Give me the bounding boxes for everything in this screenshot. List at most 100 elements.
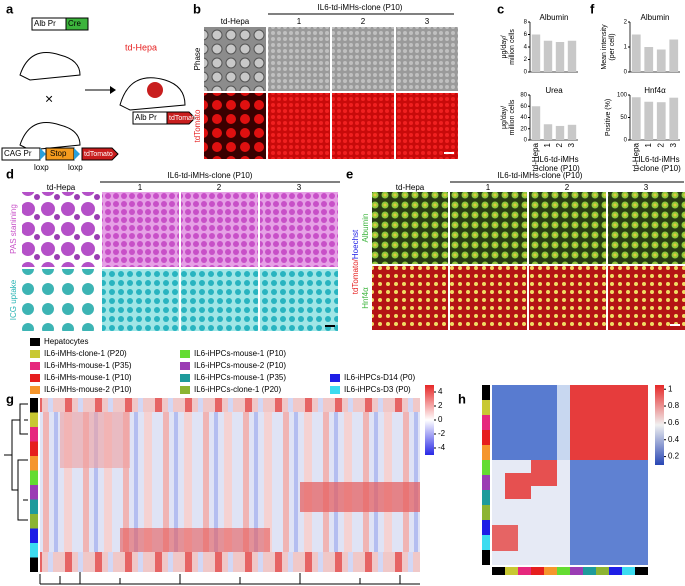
- row-label: Albumin: [361, 214, 370, 243]
- y-tick-label: 20: [520, 126, 527, 132]
- colorbar-tick-label: 0.2: [668, 452, 680, 461]
- heatmap-block: [300, 482, 420, 512]
- legend-swatch: [30, 362, 40, 370]
- bar: [644, 47, 654, 72]
- group-label: IL6-td-iMHs-clone (P10): [318, 3, 403, 12]
- label: Stop: [50, 149, 67, 158]
- x-tick-label: td-Hepa: [631, 142, 640, 171]
- legend-swatch: [180, 374, 190, 382]
- group-strip: [635, 567, 648, 575]
- matrix-block: [531, 460, 557, 486]
- y-tick-label: 0: [524, 70, 528, 76]
- label: loxp: [68, 163, 83, 172]
- y-tick-label: 4: [524, 45, 528, 51]
- legend-swatch: [330, 386, 340, 394]
- column-label: td-Hepa: [221, 17, 250, 26]
- group-strip: [482, 505, 490, 520]
- group-strip: [609, 567, 622, 575]
- correlation-matrix: [492, 385, 648, 565]
- group-strip: [482, 475, 490, 490]
- matrix-block: [492, 385, 557, 460]
- heatmap-block: [120, 528, 270, 552]
- bar: [631, 34, 641, 72]
- group-strip: [30, 543, 38, 558]
- group-strip: [518, 567, 531, 575]
- chart-title: Albumin: [641, 13, 670, 22]
- group-strip: [482, 490, 490, 505]
- legend-swatch: [180, 362, 190, 370]
- y-tick-label: 6: [524, 32, 528, 38]
- bar: [531, 34, 541, 72]
- y-tick-label: 100: [617, 93, 628, 99]
- mouse: [19, 122, 81, 151]
- group-strip: [30, 514, 38, 529]
- label: tdTomato: [84, 151, 113, 158]
- legend-swatch: [30, 350, 40, 358]
- panel-letter: e: [346, 166, 353, 181]
- micrograph: [102, 192, 179, 267]
- heatmap-block: [40, 552, 420, 572]
- row-label: PAS stanining: [9, 204, 18, 254]
- y-axis-label: million cells: [509, 99, 516, 135]
- y-axis-label: μg/day/: [501, 106, 508, 129]
- colorbar: [655, 385, 664, 465]
- micrograph: [204, 27, 266, 91]
- micrograph: [268, 93, 330, 159]
- y-tick-label: 80: [520, 93, 527, 99]
- legend-label: IL6-iMHs-mouse-2 (P10): [44, 385, 132, 394]
- group-label: IL6-td-iMHs-clone (P10): [498, 171, 583, 180]
- group-strip: [482, 550, 490, 565]
- liver: [147, 82, 163, 98]
- row-label: ICG uptake: [9, 279, 18, 320]
- legend-label: IL6-iHPCs-mouse-2 (P10): [194, 361, 286, 370]
- colorbar-tick-label: 0.8: [668, 401, 680, 410]
- micrograph: [450, 266, 527, 330]
- x-tick-label: 3: [567, 142, 576, 147]
- group-strip: [544, 567, 557, 575]
- micrograph: [608, 192, 685, 264]
- group-strip: [30, 398, 38, 413]
- y-tick-label: 8: [524, 20, 528, 26]
- y-axis-label: Mean intensity: [601, 24, 608, 70]
- colorbar-tick-label: 0.4: [668, 435, 680, 444]
- label: Cre: [68, 19, 81, 28]
- group-strip: [482, 430, 490, 445]
- micrograph: [204, 93, 266, 159]
- chart-title: Albumin: [540, 13, 569, 22]
- legend-label: IL6-iHPCs-D3 (P0): [344, 385, 411, 394]
- group-strip: [482, 445, 490, 460]
- bar: [555, 42, 565, 72]
- label: Alb Pr: [135, 113, 157, 122]
- group-strip: [30, 427, 38, 442]
- micrograph: [260, 269, 338, 331]
- x-tick-label: 2: [555, 142, 564, 147]
- x-axis-label: -clone (P10): [637, 164, 681, 173]
- group-strip: [30, 470, 38, 485]
- matrix-block: [570, 460, 648, 565]
- group-strip: [482, 535, 490, 550]
- y-tick-label: 2: [624, 20, 628, 26]
- micrograph: [22, 192, 100, 267]
- group-strip: [482, 400, 490, 415]
- column-label: 2: [361, 17, 366, 26]
- column-label: 3: [425, 17, 430, 26]
- panel-letter: a: [6, 1, 14, 16]
- micrograph: [102, 269, 179, 331]
- panel-letter: h: [458, 391, 466, 406]
- legend-swatch: [180, 386, 190, 394]
- image-grid: [204, 27, 458, 159]
- micrograph: [260, 192, 338, 267]
- legend-label: IL6-iHPCs-D14 (P0): [344, 373, 415, 382]
- micrograph: [332, 93, 394, 159]
- column-label: 1: [138, 183, 143, 192]
- arrow-head: [110, 86, 116, 94]
- column-label: td-Hepa: [396, 183, 425, 192]
- group-strip: [482, 415, 490, 430]
- panel-letter: b: [193, 1, 201, 16]
- group-strip: [596, 567, 609, 575]
- group-strip: [505, 567, 518, 575]
- colorbar-tick-label: -2: [438, 429, 446, 438]
- group-strip: [30, 528, 38, 543]
- legend-label: IL6-iMHs-mouse-1 (P10): [44, 373, 132, 382]
- x-tick-label: td-Hepa: [531, 142, 540, 171]
